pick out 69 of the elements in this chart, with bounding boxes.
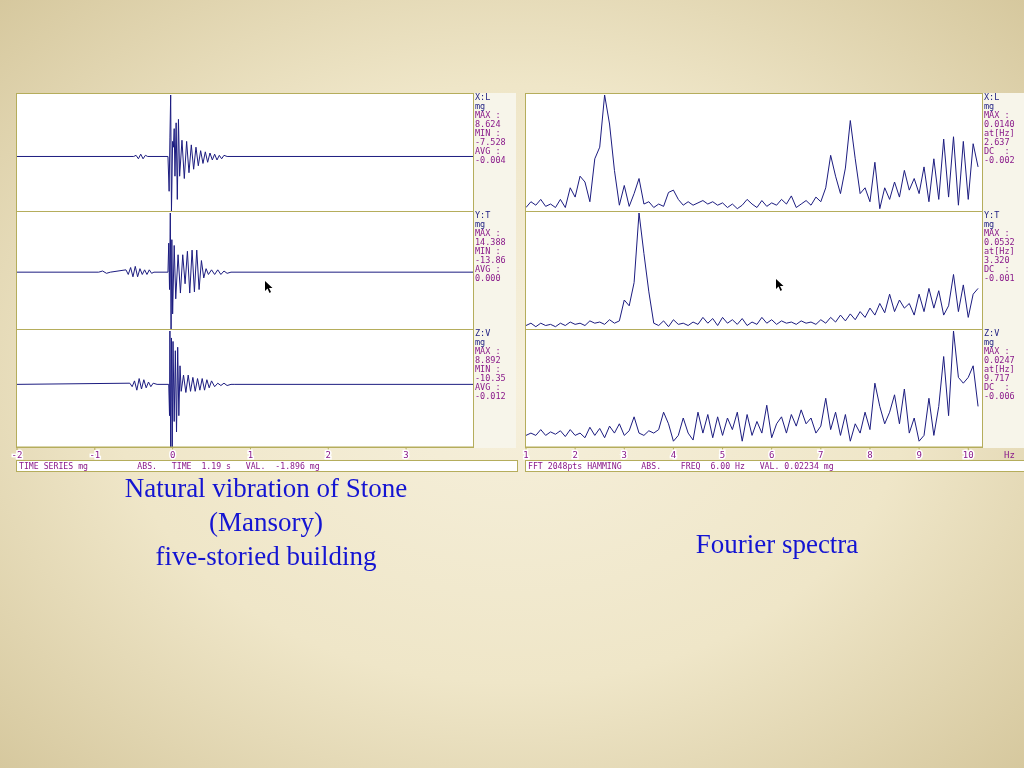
text: Y:T	[984, 210, 1001, 220]
text: 8.892	[475, 355, 502, 365]
x-tick-label: -1	[89, 450, 101, 461]
text: -10.35	[475, 373, 507, 383]
text: -13.86	[475, 255, 507, 265]
text: Hz	[1004, 450, 1015, 460]
text: MAX :	[475, 346, 502, 356]
text: X:L	[984, 92, 1001, 102]
text: Natural vibration of Stone (Mansory) five-storied building	[123, 472, 409, 573]
text: Fourier spectra	[694, 528, 860, 561]
text: 8.624	[475, 119, 502, 129]
x-tick-label: 3	[621, 450, 627, 461]
text: at[Hz]	[984, 364, 1016, 374]
x-axis-title: TIME SERIES mg ABS. TIME 1.19 s VAL. -1.896 mg	[16, 460, 518, 472]
text: mg	[475, 337, 486, 347]
text: MAX :	[984, 110, 1011, 120]
text: -7.528	[475, 137, 507, 147]
text: 0.0140	[984, 119, 1016, 129]
text: MIN :	[475, 364, 502, 374]
text: mg	[984, 219, 995, 229]
x-tick-label: 5	[719, 450, 726, 461]
text: -0.001	[984, 273, 1016, 283]
text: MAX :	[475, 228, 502, 238]
text: Y:T	[475, 210, 492, 220]
text: -0.002	[984, 155, 1016, 165]
text: 0.0532	[984, 237, 1016, 247]
text: -0.004	[475, 155, 507, 165]
x-tick-label: 2	[572, 450, 578, 461]
text: 3.320	[984, 255, 1010, 265]
text: AVG :	[475, 146, 502, 156]
text: at[Hz]	[984, 128, 1016, 138]
text: AVG :	[475, 264, 502, 274]
x-axis-title: FFT 2048pts HAMMING ABS. FREQ 6.00 Hz VAL. 0.02234 mg	[525, 460, 1024, 472]
text: MIN :	[475, 128, 502, 138]
text: MIN :	[475, 246, 502, 256]
x-tick-label: 3	[403, 450, 409, 461]
x-tick-label: 2	[325, 450, 331, 461]
x-tick-label: 9	[916, 450, 922, 461]
text: MAX :	[475, 110, 502, 120]
text: 0.0247	[984, 355, 1016, 365]
text: -0.012	[475, 391, 507, 401]
text: mg	[475, 101, 486, 111]
x-tick-label: 1	[523, 450, 529, 461]
text: 2.637	[984, 137, 1010, 147]
text: AVG :	[475, 382, 502, 392]
text: Z:V	[984, 328, 1001, 338]
text: DC :	[984, 146, 1011, 156]
text: Z:V	[475, 328, 492, 338]
x-tick-label: 4	[670, 450, 677, 461]
text: mg	[475, 219, 486, 229]
text: 14.388	[475, 237, 507, 247]
x-tick-label: 1	[247, 450, 254, 461]
text: at[Hz]	[984, 246, 1016, 256]
text: mg	[984, 337, 995, 347]
text: DC :	[984, 264, 1011, 274]
text: mg	[984, 101, 995, 111]
text: MAX :	[984, 228, 1011, 238]
text: X:L	[475, 92, 492, 102]
x-tick-label: 8	[867, 450, 873, 461]
x-tick-label: 0	[169, 450, 176, 461]
x-tick-label: 10	[962, 450, 974, 461]
text: DC :	[984, 382, 1011, 392]
text: 0.000	[475, 273, 502, 283]
text: MAX :	[984, 346, 1011, 356]
x-tick-label: 6	[768, 450, 775, 461]
x-tick-label: -2	[11, 450, 23, 461]
text: 9.717	[984, 373, 1010, 383]
x-tick-label: 7	[818, 450, 824, 461]
text: -0.006	[984, 391, 1016, 401]
